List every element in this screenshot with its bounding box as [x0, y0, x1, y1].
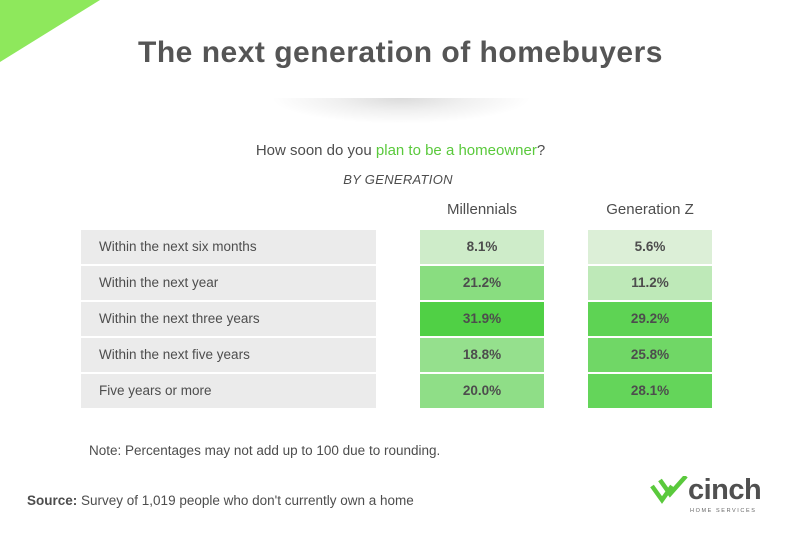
title-shadow-divider	[270, 98, 532, 124]
logo-subtext: HOME SERVICES	[690, 508, 757, 514]
logo-wordmark: cinch	[688, 474, 762, 506]
page-title: The next generation of homebuyers	[138, 36, 663, 69]
row-label: Five years or more	[81, 374, 376, 408]
generation-z-value-cell: 29.2%	[588, 302, 712, 336]
row-label: Within the next year	[81, 266, 376, 300]
source-label: Source:	[27, 493, 78, 508]
question-text: How soon do you plan to be a homeowner?	[0, 142, 801, 159]
millennials-value-cell: 21.2%	[420, 266, 544, 300]
row-label: Within the next five years	[81, 338, 376, 372]
source-line: Source: Survey of 1,019 people who don't…	[27, 493, 414, 508]
column-header-generation-z: Generation Z	[606, 201, 694, 218]
row-label: Within the next six months	[81, 230, 376, 264]
generation-z-value-cell: 25.8%	[588, 338, 712, 372]
subtitle: BY GENERATION	[343, 172, 453, 187]
generation-z-value-cell: 28.1%	[588, 374, 712, 408]
millennials-value-cell: 31.9%	[420, 302, 544, 336]
checkmark-logo-icon	[650, 476, 688, 504]
row-label: Within the next three years	[81, 302, 376, 336]
millennials-value-cell: 20.0%	[420, 374, 544, 408]
generation-z-value-cell: 11.2%	[588, 266, 712, 300]
millennials-value-cell: 8.1%	[420, 230, 544, 264]
cinch-logo: cinch HOME SERVICES	[650, 474, 780, 522]
column-header-millennials: Millennials	[446, 201, 518, 218]
question-highlight: plan to be a homeowner	[375, 142, 537, 159]
corner-decoration	[0, 0, 100, 62]
question-prefix: How soon do you	[255, 142, 376, 159]
millennials-value-cell: 18.8%	[420, 338, 544, 372]
question-suffix: ?	[536, 142, 546, 159]
source-text: Survey of 1,019 people who don't current…	[77, 493, 414, 508]
footnote: Note: Percentages may not add up to 100 …	[89, 443, 441, 458]
generation-z-value-cell: 5.6%	[588, 230, 712, 264]
